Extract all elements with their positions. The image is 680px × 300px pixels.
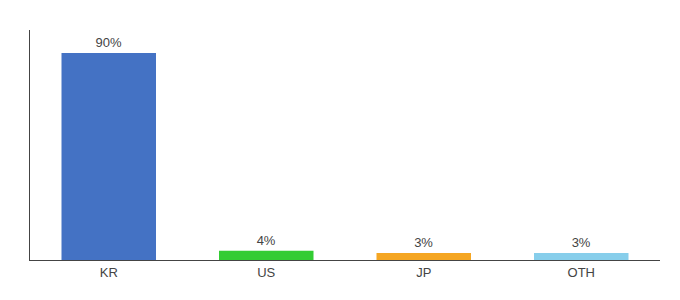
svg-text:JP: JP: [416, 265, 431, 280]
svg-text:3%: 3%: [572, 235, 591, 250]
svg-text:4%: 4%: [257, 233, 276, 248]
svg-text:US: US: [257, 265, 275, 280]
svg-text:90%: 90%: [96, 35, 122, 50]
svg-text:OTH: OTH: [568, 265, 595, 280]
svg-text:3%: 3%: [414, 235, 433, 250]
svg-text:KR: KR: [100, 265, 118, 280]
